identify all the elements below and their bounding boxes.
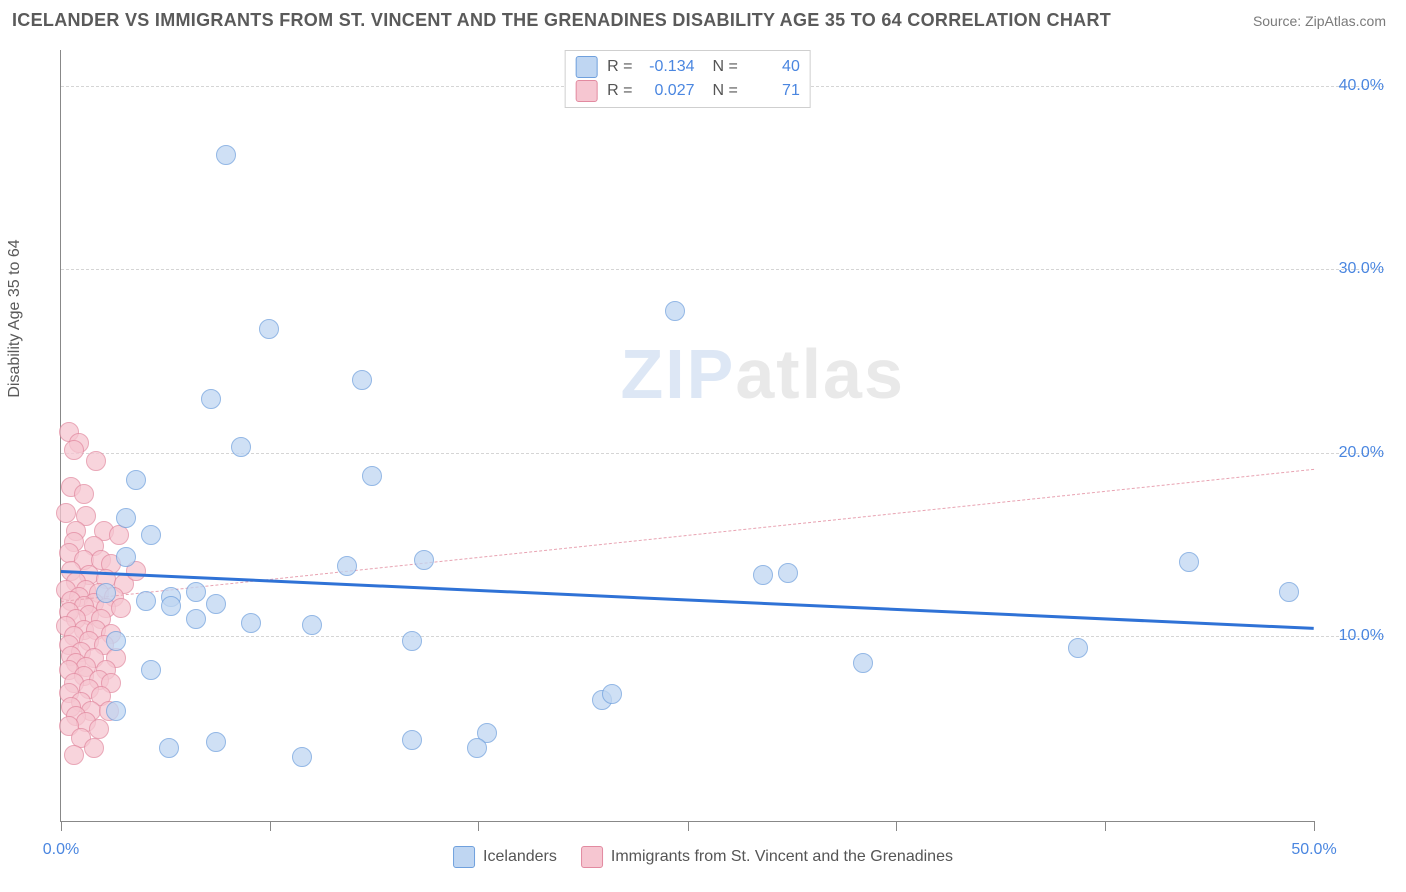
legend-row-series-0: R = -0.134 N = 40 [573,55,802,79]
data-point [84,738,104,758]
data-point [352,370,372,390]
data-point [241,613,261,633]
legend-swatch-icon [575,56,597,78]
chart-header: ICELANDER VS IMMIGRANTS FROM ST. VINCENT… [0,0,1406,37]
data-point [467,738,487,758]
legend-swatch-icon [581,846,603,868]
data-point [56,503,76,523]
data-point [106,631,126,651]
data-point [402,730,422,750]
legend-swatch-icon [453,846,475,868]
data-point [206,594,226,614]
data-point [292,747,312,767]
series-legend: Icelanders Immigrants from St. Vincent a… [453,846,953,868]
data-point [159,738,179,758]
x-tick [1314,821,1315,831]
data-point [778,563,798,583]
legend-n-value: 40 [748,58,800,76]
chart-title: ICELANDER VS IMMIGRANTS FROM ST. VINCENT… [12,10,1111,31]
y-tick-label: 10.0% [1339,627,1384,645]
correlation-legend: R = -0.134 N = 40 R = 0.027 N = 71 [564,50,811,108]
data-point [414,550,434,570]
x-tick [61,821,62,831]
data-point [141,660,161,680]
data-point [89,719,109,739]
data-point [259,319,279,339]
data-point [126,470,146,490]
legend-n-value: 71 [748,82,800,100]
chart-source: Source: ZipAtlas.com [1253,13,1386,29]
legend-swatch-icon [575,80,597,102]
y-tick-label: 40.0% [1339,77,1384,95]
x-tick-label: 0.0% [43,841,79,859]
legend-item-label: Immigrants from St. Vincent and the Gren… [611,848,953,866]
legend-r-value: 0.027 [643,82,695,100]
watermark-atlas: atlas [735,335,905,413]
data-point [64,745,84,765]
data-point [231,437,251,457]
gridline: 30.0% [61,269,1384,270]
y-tick-label: 20.0% [1339,444,1384,462]
legend-n-label: N = [713,58,738,76]
data-point [665,301,685,321]
legend-item-label: Icelanders [483,848,557,866]
data-point [74,484,94,504]
watermark: ZIPatlas [620,334,904,414]
data-point [337,556,357,576]
x-tick [1105,821,1106,831]
x-tick [478,821,479,831]
data-point [602,684,622,704]
legend-row-series-1: R = 0.027 N = 71 [573,79,802,103]
plot-region: ZIPatlas R = -0.134 N = 40 R = 0.027 N =… [60,50,1314,822]
legend-item-series-1: Immigrants from St. Vincent and the Gren… [581,846,953,868]
data-point [111,598,131,618]
data-point [186,609,206,629]
data-point [402,631,422,651]
x-tick [896,821,897,831]
y-axis-label: Disability Age 35 to 64 [6,239,24,397]
data-point [86,451,106,471]
data-point [106,701,126,721]
data-point [1068,638,1088,658]
legend-r-value: -0.134 [643,58,695,76]
chart-area: Disability Age 35 to 64 ZIPatlas R = -0.… [12,42,1394,880]
data-point [116,547,136,567]
gridline: 10.0% [61,636,1384,637]
data-point [136,591,156,611]
legend-n-label: N = [713,82,738,100]
x-tick [270,821,271,831]
watermark-zip: ZIP [620,335,735,413]
data-point [362,466,382,486]
data-point [161,596,181,616]
data-point [186,582,206,602]
x-tick [688,821,689,831]
legend-r-label: R = [607,58,632,76]
data-point [216,145,236,165]
legend-item-series-0: Icelanders [453,846,557,868]
data-point [753,565,773,585]
gridline: 20.0% [61,453,1384,454]
data-point [141,525,161,545]
x-tick-label: 50.0% [1291,841,1336,859]
y-tick-label: 30.0% [1339,260,1384,278]
data-point [201,389,221,409]
data-point [853,653,873,673]
data-point [64,440,84,460]
data-point [206,732,226,752]
data-point [302,615,322,635]
data-point [1179,552,1199,572]
legend-r-label: R = [607,82,632,100]
data-point [96,583,116,603]
trend-line [61,469,1314,602]
data-point [1279,582,1299,602]
data-point [116,508,136,528]
